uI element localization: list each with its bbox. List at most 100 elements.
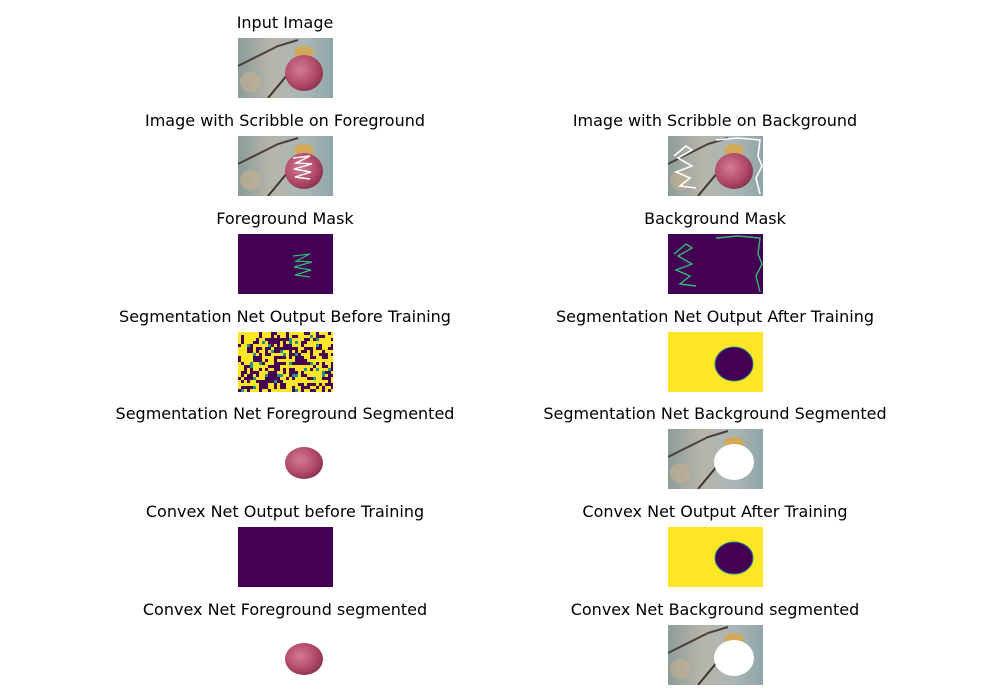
noise-pixel [319, 389, 322, 392]
noise-pixel [316, 383, 319, 386]
noise-pixel [271, 386, 274, 389]
noise-pixel [328, 368, 331, 371]
noise-pixel [241, 350, 244, 353]
noise-pixel [319, 362, 322, 365]
noise-pixel [319, 350, 322, 353]
noise-pixel [298, 350, 301, 353]
noise-pixel [301, 332, 304, 335]
noise-pixel [286, 368, 289, 371]
noise-pixel [283, 359, 286, 362]
noise-pixel [325, 389, 328, 392]
noise-pixel [328, 356, 331, 359]
noise-pixel [247, 341, 250, 344]
noise-pixel [244, 347, 247, 350]
noise-pixel [256, 362, 259, 365]
noise-pixel [313, 371, 316, 374]
noise-pixel [331, 332, 333, 335]
noise-pixel [262, 359, 265, 362]
noise-pixel [310, 386, 313, 389]
noise-pixel [280, 374, 283, 377]
noise-pixel [289, 335, 292, 338]
noise-pixel [307, 374, 310, 377]
noise-pixel [280, 353, 283, 356]
noise-pixel [286, 341, 289, 344]
convex-foreground-segmented [238, 625, 333, 685]
noise-pixel [313, 380, 316, 383]
noise-pixel [265, 332, 268, 335]
noise-pixel [250, 365, 253, 368]
noise-pixel [295, 332, 298, 335]
noise-pixel [256, 344, 259, 347]
noise-pixel [253, 335, 256, 338]
noise-pixel [289, 380, 292, 383]
noise-pixel [244, 338, 247, 341]
noise-pixel [253, 374, 256, 377]
noise-pixel [325, 386, 328, 389]
background-mask [668, 234, 763, 294]
noise-pixel [304, 371, 307, 374]
noise-pixel [316, 377, 319, 380]
noise-pixel [247, 335, 250, 338]
noise-pixel [280, 341, 283, 344]
noise-pixel [301, 377, 304, 380]
noise-pixel [268, 359, 271, 362]
noise-pixel [253, 383, 256, 386]
noise-pixel [298, 386, 301, 389]
noise-pixel [328, 341, 331, 344]
noise-pixel [262, 344, 265, 347]
noise-pixel [238, 374, 241, 377]
noise-pixel [265, 371, 268, 374]
noise-pixel [304, 383, 307, 386]
noise-pixel [277, 371, 280, 374]
noise-pixel [241, 359, 244, 362]
noise-pixel [331, 371, 333, 374]
noise-pixel [238, 368, 241, 371]
noise-pixel [277, 374, 280, 377]
noise-pixel [322, 368, 325, 371]
noise-pixel [304, 365, 307, 368]
noise-pixel [253, 377, 256, 380]
noise-pixel [280, 377, 283, 380]
noise-pixel [304, 389, 307, 392]
panel-title-convex-before: Convex Net Output before Training [145, 502, 425, 521]
noise-pixel [325, 350, 328, 353]
noise-pixel [307, 380, 310, 383]
noise-pixel [316, 344, 319, 347]
noise-pixel [295, 386, 298, 389]
noise-pixel [289, 386, 292, 389]
noise-pixel [319, 356, 322, 359]
noise-pixel [253, 350, 256, 353]
noise-pixel [328, 335, 331, 338]
noise-pixel [238, 338, 241, 341]
noise-pixel [328, 365, 331, 368]
noise-pixel [253, 332, 256, 335]
noise-pixel [322, 347, 325, 350]
noise-pixel [244, 353, 247, 356]
noise-pixel [271, 359, 274, 362]
segmentation-output-after-training [668, 332, 763, 392]
noise-pixel [319, 365, 322, 368]
noise-pixel [241, 356, 244, 359]
noise-pixel [313, 347, 316, 350]
noise-pixel [271, 383, 274, 386]
noise-pixel [322, 374, 325, 377]
noise-pixel [262, 341, 265, 344]
noise-pixel [295, 383, 298, 386]
noise-pixel [289, 383, 292, 386]
noise-pixel [307, 371, 310, 374]
noise-pixel [253, 386, 256, 389]
noise-pixel [304, 368, 307, 371]
noise-pixel [292, 356, 295, 359]
noise-pixel [310, 380, 313, 383]
noise-pixel [295, 338, 298, 341]
noise-pixel [301, 380, 304, 383]
noise-pixel [325, 338, 328, 341]
noise-pixel [271, 389, 274, 392]
noise-pixel [310, 341, 313, 344]
noise-pixel [244, 383, 247, 386]
noise-pixel [244, 374, 247, 377]
noise-pixel [262, 350, 265, 353]
noise-pixel [241, 368, 244, 371]
noise-pixel [244, 332, 247, 335]
noise-pixel [322, 344, 325, 347]
